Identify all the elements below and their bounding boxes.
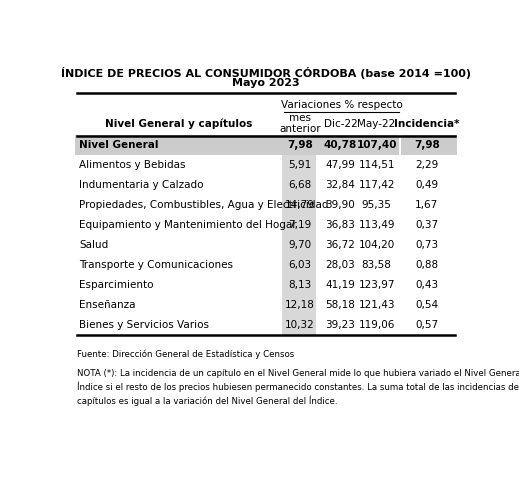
Text: 123,97: 123,97 [358, 280, 395, 290]
Bar [401, 135, 457, 155]
Text: 8,13: 8,13 [289, 280, 312, 290]
Text: 7,98: 7,98 [288, 140, 313, 150]
Text: 0,54: 0,54 [415, 300, 439, 310]
Text: Variaciones % respecto: Variaciones % respecto [281, 100, 402, 110]
Text: 36,83: 36,83 [325, 220, 356, 230]
Text: 47,99: 47,99 [325, 160, 356, 170]
Text: 113,49: 113,49 [358, 220, 395, 230]
Text: 0,88: 0,88 [415, 260, 439, 270]
Text: 0,49: 0,49 [415, 180, 439, 190]
Text: Salud: Salud [79, 240, 108, 250]
Text: 104,20: 104,20 [359, 240, 395, 250]
Text: Indumentaria y Calzado: Indumentaria y Calzado [79, 180, 203, 190]
Text: 0,37: 0,37 [415, 220, 439, 230]
Bar [282, 136, 316, 335]
Text: 2,29: 2,29 [415, 160, 439, 170]
Text: 7,19: 7,19 [289, 220, 312, 230]
Text: 12,18: 12,18 [285, 300, 315, 310]
Bar [75, 135, 399, 155]
Text: 117,42: 117,42 [358, 180, 395, 190]
Text: 107,40: 107,40 [357, 140, 397, 150]
Text: 41,19: 41,19 [325, 280, 356, 290]
Text: 1,67: 1,67 [415, 200, 439, 210]
Text: Mayo 2023: Mayo 2023 [232, 78, 300, 88]
Text: Incidencia*: Incidencia* [394, 119, 460, 129]
Text: mes
anterior: mes anterior [279, 113, 321, 134]
Text: Propiedades, Combustibles, Agua y Electricidad: Propiedades, Combustibles, Agua y Electr… [79, 200, 329, 210]
Text: Dic-22: Dic-22 [323, 119, 357, 129]
Text: 7,98: 7,98 [414, 140, 440, 150]
Text: 95,35: 95,35 [362, 200, 391, 210]
Text: 0,57: 0,57 [415, 320, 439, 330]
Text: 36,72: 36,72 [325, 240, 356, 250]
Text: May-22: May-22 [358, 119, 395, 129]
Text: 0,43: 0,43 [415, 280, 439, 290]
Text: 39,23: 39,23 [325, 320, 356, 330]
Text: 32,84: 32,84 [325, 180, 356, 190]
Text: 83,58: 83,58 [362, 260, 391, 270]
Text: ÍNDICE DE PRECIOS AL CONSUMIDOR CÓRDOBA (base 2014 =100): ÍNDICE DE PRECIOS AL CONSUMIDOR CÓRDOBA … [61, 67, 471, 79]
Text: 40,78: 40,78 [324, 140, 357, 150]
Text: Bienes y Servicios Varios: Bienes y Servicios Varios [79, 320, 209, 330]
Text: 14,79: 14,79 [285, 200, 315, 210]
Text: Esparcimiento: Esparcimiento [79, 280, 154, 290]
Text: Alimentos y Bebidas: Alimentos y Bebidas [79, 160, 185, 170]
Text: 9,70: 9,70 [289, 240, 312, 250]
Text: 6,68: 6,68 [289, 180, 312, 190]
Text: 121,43: 121,43 [358, 300, 395, 310]
Text: 0,73: 0,73 [415, 240, 439, 250]
Text: Nivel General: Nivel General [79, 140, 158, 150]
Text: 5,91: 5,91 [289, 160, 312, 170]
Text: 28,03: 28,03 [325, 260, 356, 270]
Text: NOTA (*): La incidencia de un capítulo en el Nivel General mide lo que hubiera v: NOTA (*): La incidencia de un capítulo e… [77, 369, 519, 406]
Text: 58,18: 58,18 [325, 300, 356, 310]
Text: Transporte y Comunicaciones: Transporte y Comunicaciones [79, 260, 233, 270]
Text: 39,90: 39,90 [325, 200, 356, 210]
Text: Equipamiento y Mantenimiento del Hogar: Equipamiento y Mantenimiento del Hogar [79, 220, 296, 230]
Text: 6,03: 6,03 [289, 260, 312, 270]
Text: 114,51: 114,51 [358, 160, 395, 170]
Text: Enseñanza: Enseñanza [79, 300, 135, 310]
Text: Nivel General y capítulos: Nivel General y capítulos [105, 119, 252, 129]
Text: 119,06: 119,06 [359, 320, 395, 330]
Text: 10,32: 10,32 [285, 320, 315, 330]
Text: Fuente: Dirección General de Estadística y Censos: Fuente: Dirección General de Estadística… [77, 349, 294, 359]
